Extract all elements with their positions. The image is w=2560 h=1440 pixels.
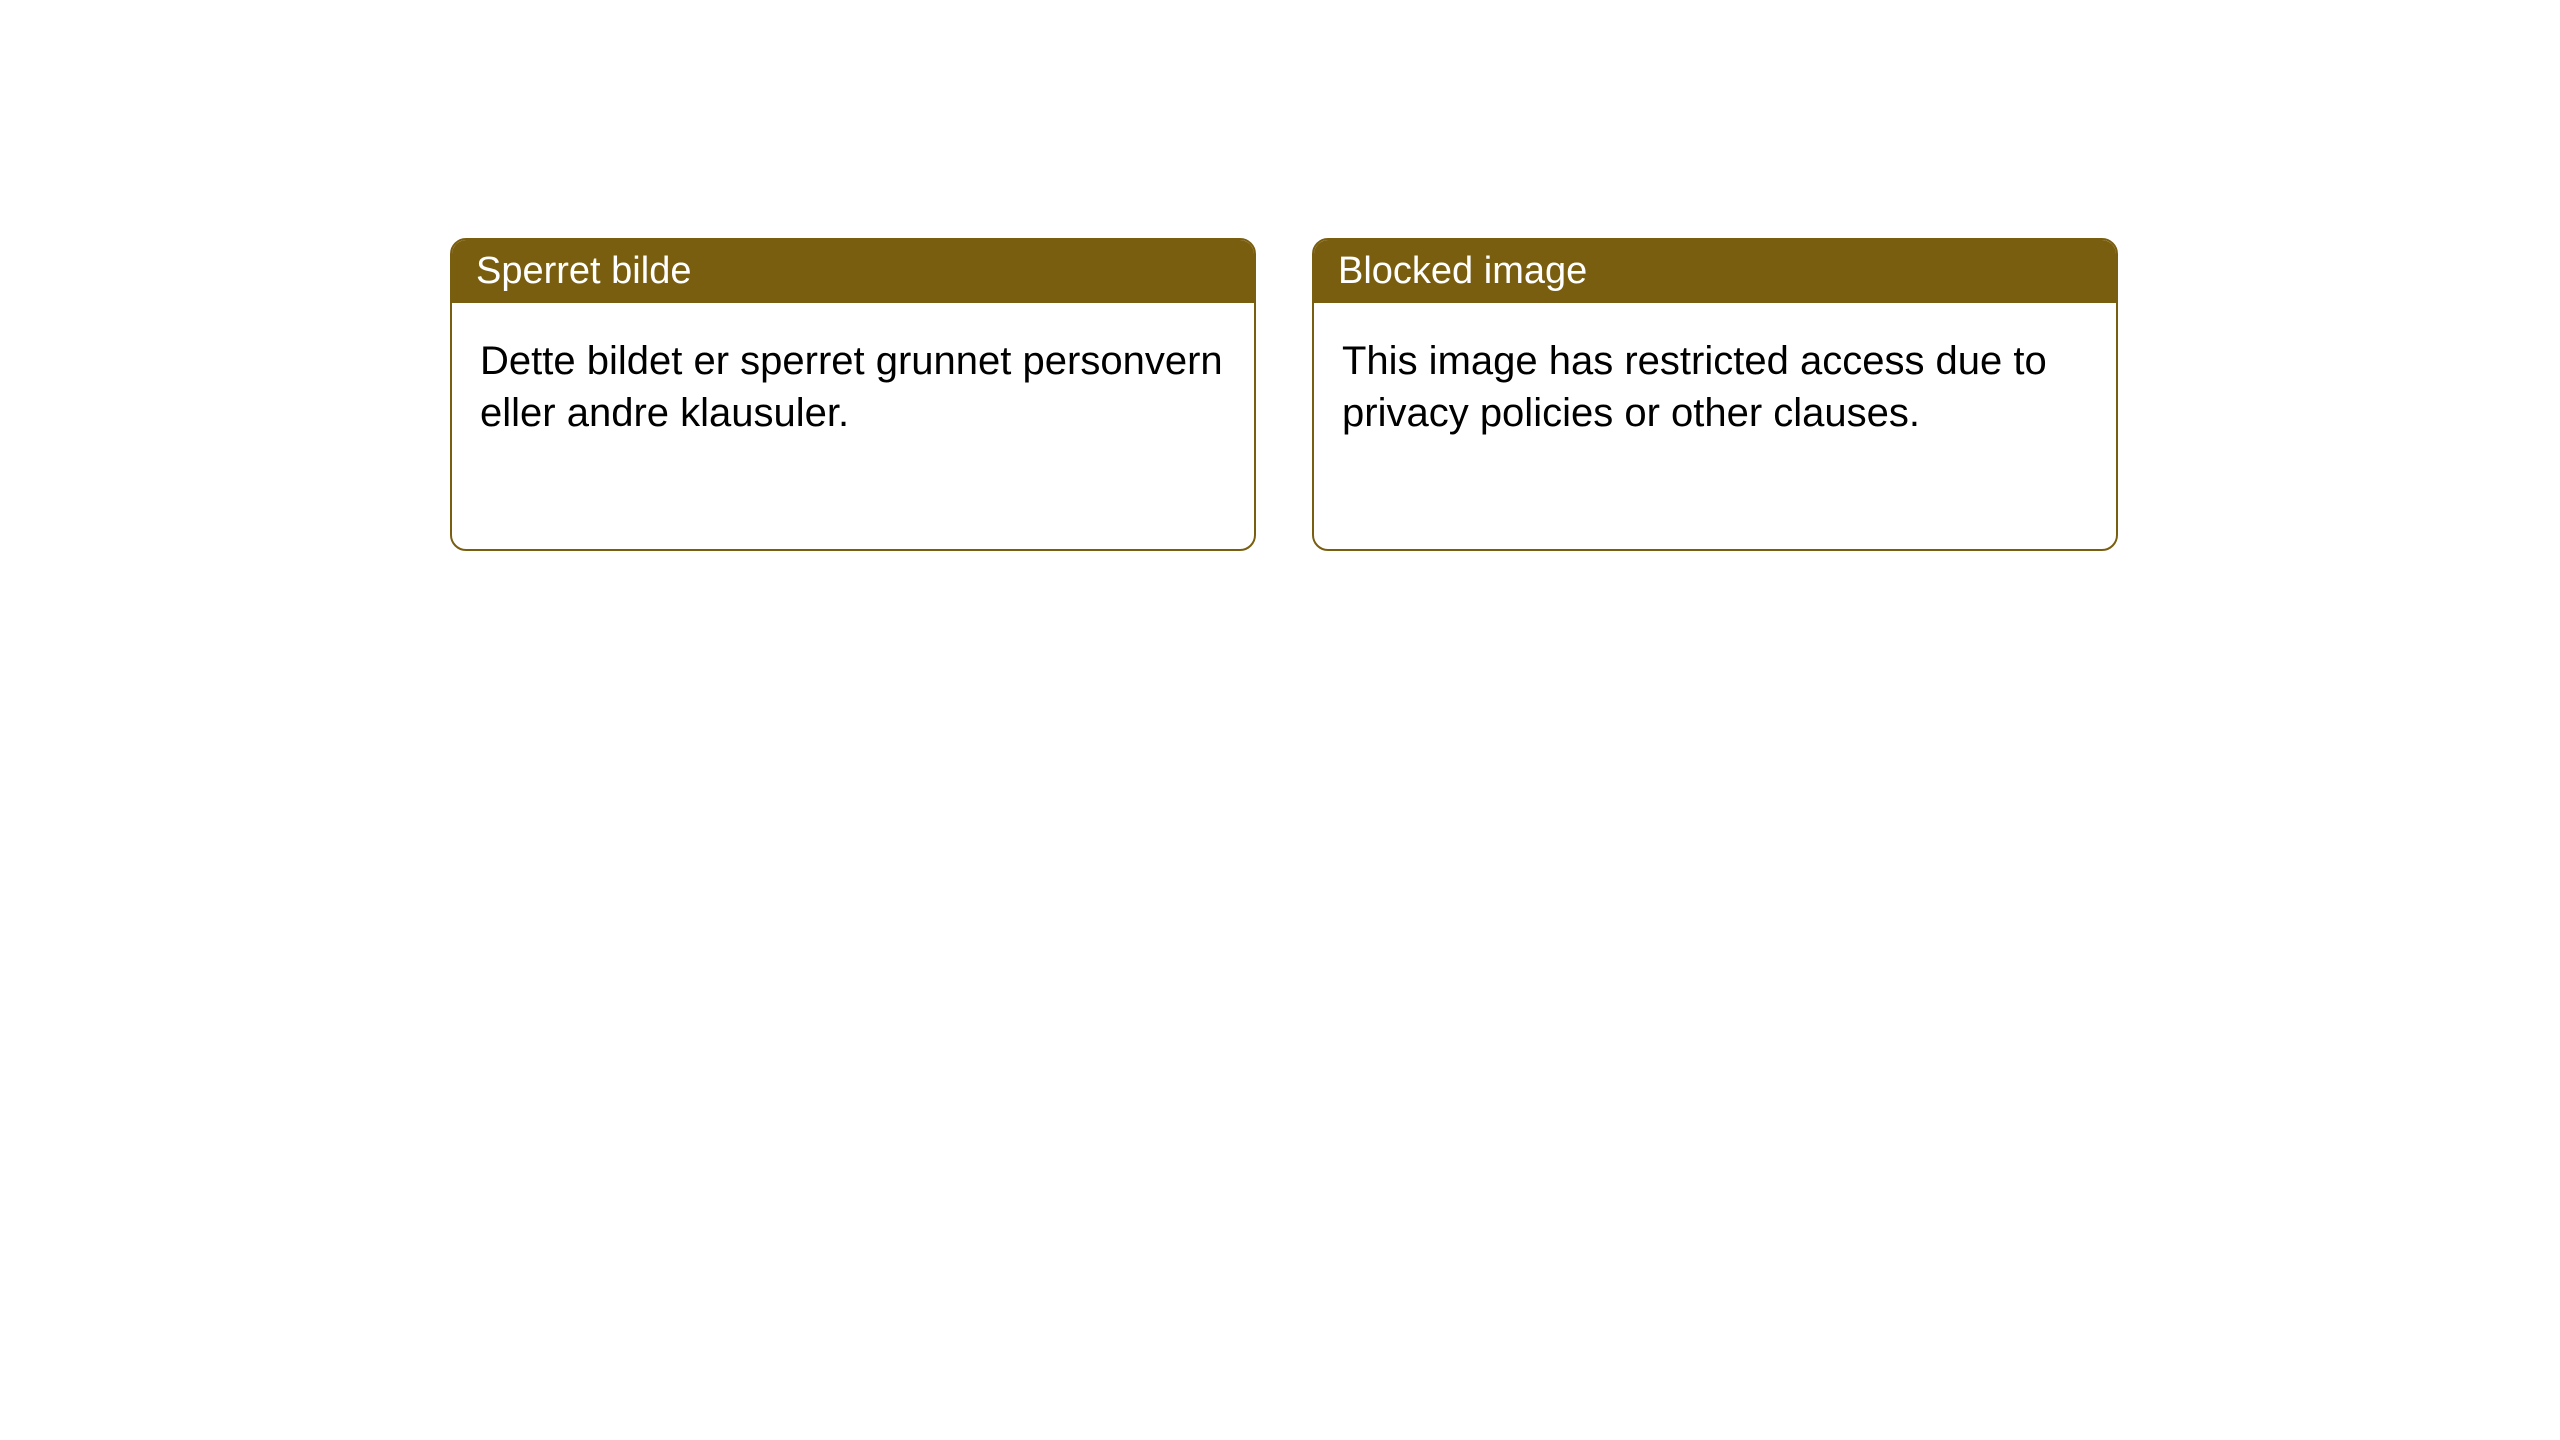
notice-header-norwegian: Sperret bilde <box>452 240 1254 303</box>
notice-card-norwegian: Sperret bilde Dette bildet er sperret gr… <box>450 238 1256 551</box>
notice-container: Sperret bilde Dette bildet er sperret gr… <box>450 238 2118 551</box>
notice-card-english: Blocked image This image has restricted … <box>1312 238 2118 551</box>
notice-header-english: Blocked image <box>1314 240 2116 303</box>
notice-body-english: This image has restricted access due to … <box>1314 303 2116 549</box>
notice-body-norwegian: Dette bildet er sperret grunnet personve… <box>452 303 1254 549</box>
